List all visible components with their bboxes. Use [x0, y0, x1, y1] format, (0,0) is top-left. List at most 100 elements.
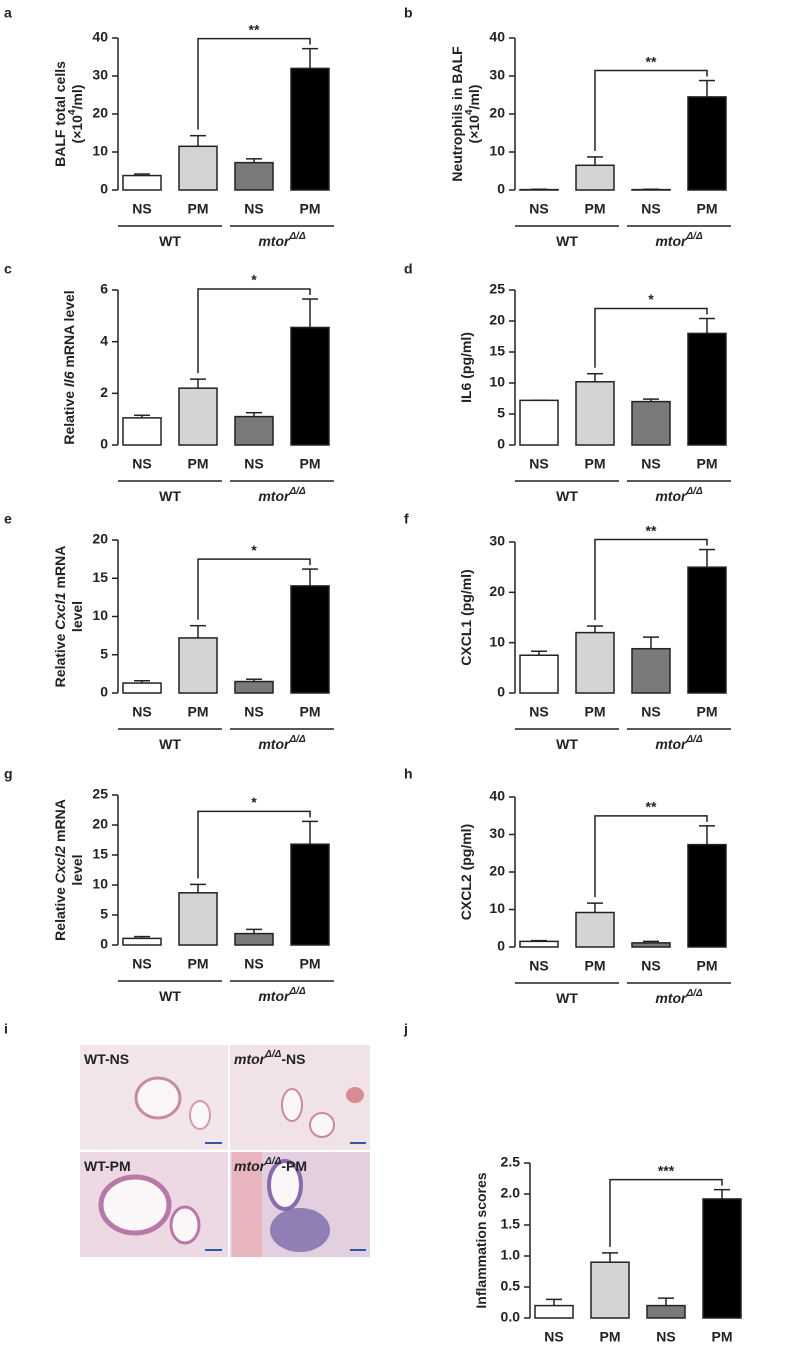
x-tick-label: PM — [697, 958, 718, 974]
bar — [631, 647, 671, 694]
text-segment: WT — [556, 488, 578, 504]
bar — [290, 326, 330, 446]
group-label: WT — [159, 233, 181, 249]
y-tick-label: 10 — [92, 143, 108, 159]
y-tick-label: 10 — [489, 143, 505, 159]
group-label: WT — [159, 988, 181, 1004]
significance-label: * — [251, 794, 257, 810]
text-segment: Relative — [61, 387, 77, 445]
bar — [519, 399, 559, 446]
x-tick-label: PM — [188, 201, 209, 217]
text-segment: WT — [556, 736, 578, 752]
text-segment: mtor — [258, 988, 291, 1004]
text-segment: CXCL2 (pg/ml) — [458, 824, 474, 920]
text-segment: Δ/Δ — [288, 486, 305, 497]
airway — [309, 1112, 335, 1138]
group-label: mtorΔ/Δ — [655, 486, 703, 504]
text-segment: mtor — [258, 233, 291, 249]
x-tick-label: PM — [600, 1329, 621, 1345]
text-segment: Δ/Δ — [264, 1049, 281, 1060]
bar — [687, 332, 727, 446]
bar — [234, 161, 274, 191]
text-segment: -PM — [281, 1158, 307, 1174]
text-segment: mtor — [234, 1158, 267, 1174]
y-tick-label: 0 — [100, 684, 108, 700]
group-label: WT — [159, 488, 181, 504]
y-axis-label: Relative Cxcl1 mRNA — [52, 546, 68, 688]
y-tick-label: 40 — [489, 29, 505, 45]
text-segment: WT — [556, 990, 578, 1006]
x-tick-label: PM — [300, 456, 321, 472]
x-tick-label: NS — [132, 956, 151, 972]
panel-letter: b — [404, 5, 413, 21]
panel-letter: c — [4, 261, 12, 277]
y-axis-label: Inflammation scores — [473, 1172, 489, 1308]
text-segment: (×10 — [69, 115, 85, 144]
text-segment: CXCL1 (pg/ml) — [458, 569, 474, 665]
image-label: mtorΔ/Δ-PM — [234, 1156, 307, 1174]
y-tick-label: 40 — [92, 29, 108, 45]
y-tick-label: 20 — [92, 105, 108, 121]
text-segment: level — [69, 854, 85, 885]
text-segment: /ml) — [466, 85, 482, 110]
text-segment: WT — [159, 736, 181, 752]
text-segment: mtor — [234, 1051, 267, 1067]
y-tick-label: 20 — [489, 312, 505, 328]
x-tick-label: NS — [529, 704, 548, 720]
x-tick-label: NS — [244, 456, 263, 472]
text-segment: mRNA — [52, 546, 68, 593]
y-tick-label: 6 — [100, 281, 108, 297]
significance-label: * — [251, 542, 257, 558]
y-axis-label: CXCL2 (pg/ml) — [458, 824, 474, 920]
x-tick-label: NS — [529, 958, 548, 974]
panel-letter: g — [4, 766, 13, 782]
x-tick-label: PM — [585, 456, 606, 472]
y-tick-label: 25 — [92, 786, 108, 802]
bar — [687, 96, 727, 191]
significance-bracket — [594, 815, 708, 898]
y-tick-label: 5 — [100, 906, 108, 922]
text-segment: mtor — [655, 736, 688, 752]
x-tick-label: NS — [544, 1329, 563, 1345]
y-tick-label: 15 — [489, 343, 505, 359]
bar — [290, 585, 330, 694]
text-segment: Δ/Δ — [685, 486, 702, 497]
text-segment: (×10 — [466, 115, 482, 144]
text-segment: Inflammation scores — [473, 1172, 489, 1308]
x-tick-label: NS — [656, 1329, 675, 1345]
airway — [267, 1159, 303, 1211]
group-label: mtorΔ/Δ — [258, 734, 306, 752]
significance-label: ** — [646, 522, 657, 538]
x-tick-label: PM — [697, 456, 718, 472]
bar — [534, 1304, 574, 1319]
text-segment: IL6 (pg/ml) — [458, 332, 474, 403]
significance-label: ** — [249, 21, 260, 37]
text-segment: mtor — [655, 990, 688, 1006]
bar — [646, 1304, 686, 1319]
airway — [281, 1088, 303, 1122]
bar — [178, 145, 218, 191]
x-tick-label: NS — [641, 958, 660, 974]
y-axis-label: level — [69, 601, 85, 632]
y-tick-label: 0 — [497, 938, 505, 954]
panel-letter: h — [404, 766, 413, 782]
panel-letter: d — [404, 261, 413, 277]
bar — [122, 682, 162, 694]
bar — [519, 654, 559, 694]
text-segment: Δ/Δ — [288, 231, 305, 242]
vessel — [232, 1152, 262, 1257]
y-axis-label: BALF total cells — [52, 61, 68, 167]
bar — [575, 381, 615, 446]
y-tick-label: 20 — [92, 531, 108, 547]
bar — [234, 415, 274, 446]
infiltrate — [270, 1208, 330, 1252]
text-segment: Relative — [52, 630, 68, 688]
text-segment: Neutrophils in BALF — [449, 46, 465, 182]
bar — [122, 174, 162, 191]
y-tick-label: 30 — [489, 825, 505, 841]
y-tick-label: 10 — [92, 876, 108, 892]
text-segment: -NS — [281, 1051, 305, 1067]
text-segment: WT-NS — [84, 1051, 129, 1067]
y-tick-label: 15 — [92, 846, 108, 862]
